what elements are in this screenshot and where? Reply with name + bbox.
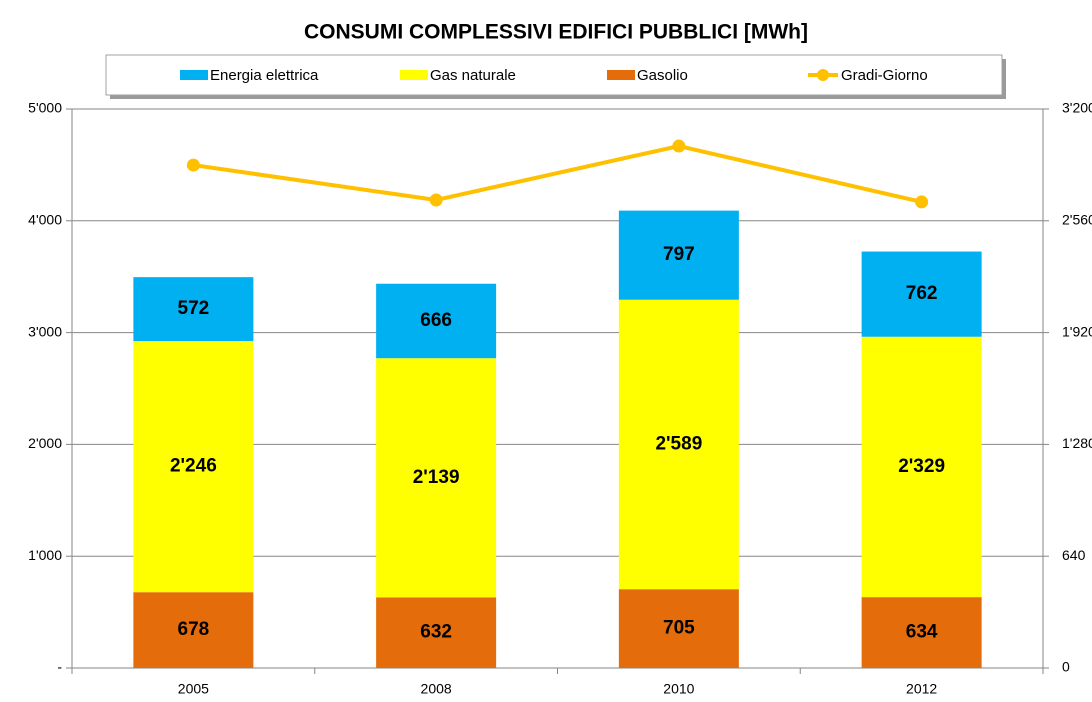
x-tick-label: 2005 bbox=[178, 681, 209, 697]
bar-segment bbox=[618, 210, 739, 300]
bar-segment bbox=[376, 358, 497, 598]
bar-segment bbox=[376, 283, 497, 359]
y2-tick-label: 3'200 bbox=[1062, 100, 1092, 116]
bar-value-label: 678 bbox=[178, 619, 210, 640]
bar-value-label: 797 bbox=[663, 244, 695, 265]
bar-value-label: 632 bbox=[420, 622, 452, 643]
bar-value-label: 634 bbox=[906, 622, 938, 643]
bar-segment bbox=[376, 597, 497, 668]
bar-segment bbox=[861, 251, 982, 337]
y2-tick-label: 2'560 bbox=[1062, 212, 1092, 228]
legend-box bbox=[105, 54, 1003, 96]
y-tick-label: 2'000 bbox=[28, 435, 62, 451]
bar-value-label: 572 bbox=[178, 298, 210, 319]
bar-value-label: 2'139 bbox=[413, 467, 460, 488]
y-tick-label: 5'000 bbox=[28, 100, 62, 116]
bar-segment bbox=[133, 277, 254, 342]
legend-label: Gas naturale bbox=[430, 67, 516, 84]
y-tick-label: 3'000 bbox=[28, 323, 62, 339]
x-tick-label: 2012 bbox=[906, 681, 937, 697]
legend-label: Energia elettrica bbox=[210, 67, 319, 84]
legend-label: Gradi-Giorno bbox=[841, 67, 928, 84]
bar-segment bbox=[618, 299, 739, 590]
y-tick-label: 1'000 bbox=[28, 547, 62, 563]
bar-value-label: 762 bbox=[906, 283, 938, 304]
legend-swatch bbox=[607, 70, 635, 80]
legend-swatch-marker bbox=[817, 69, 829, 81]
bar-value-label: 666 bbox=[420, 310, 452, 331]
bar-value-label: 705 bbox=[663, 618, 695, 639]
line-point bbox=[186, 158, 200, 172]
line-point bbox=[672, 139, 686, 153]
y-tick-label: 4'000 bbox=[28, 212, 62, 228]
legend-swatch bbox=[180, 70, 208, 80]
chart-title: CONSUMI COMPLESSIVI EDIFICI PUBBLICI [MW… bbox=[304, 21, 808, 44]
bar-segment bbox=[133, 592, 254, 668]
x-tick-label: 2008 bbox=[421, 681, 452, 697]
line bbox=[193, 143, 923, 204]
y2-tick-label: 1'280 bbox=[1062, 435, 1092, 451]
bar-value-label: 2'589 bbox=[655, 433, 702, 454]
y2-tick-label: 640 bbox=[1062, 547, 1086, 563]
bar-segment bbox=[618, 589, 739, 668]
legend-swatch bbox=[400, 70, 428, 80]
line-point bbox=[915, 195, 929, 209]
y-tick-label: - bbox=[57, 659, 62, 675]
y2-tick-label: 0 bbox=[1062, 659, 1070, 675]
bar-segment bbox=[861, 597, 982, 668]
bar-value-label: 2'246 bbox=[170, 456, 217, 477]
y2-tick-label: 1'920 bbox=[1062, 323, 1092, 339]
x-tick-label: 2010 bbox=[663, 681, 694, 697]
legend-label: Gasolio bbox=[637, 67, 688, 84]
line-point bbox=[429, 193, 443, 207]
bar-segment bbox=[861, 336, 982, 598]
bar-segment bbox=[133, 341, 254, 593]
bar-value-label: 2'329 bbox=[898, 456, 945, 477]
